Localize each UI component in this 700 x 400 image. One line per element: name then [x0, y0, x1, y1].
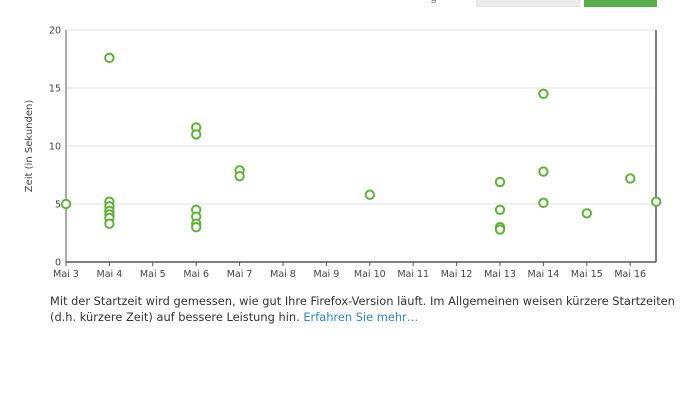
- x-tick-label: Mai 4: [97, 269, 123, 280]
- y-tick-label: 15: [49, 84, 61, 95]
- data-point: [494, 204, 506, 216]
- data-point: [191, 129, 202, 140]
- x-tick-label: Mai 14: [528, 269, 560, 280]
- x-tick-label: Mai 8: [270, 269, 296, 280]
- top-toolbar: g: [0, 0, 700, 8]
- partial-label: g: [430, 0, 437, 4]
- data-point: [538, 197, 549, 209]
- x-tick-label: Mai 10: [354, 269, 386, 280]
- startup-time-chart: 0 5 10 15 20 Mai 3 Mai 4 Mai 5 Mai 6 Mai 7 Mai 8 Ma…: [24, 26, 662, 280]
- data-point: [60, 198, 72, 210]
- x-tick-label: Mai 5: [140, 269, 166, 280]
- data-point: [625, 173, 636, 184]
- data-point: [494, 176, 506, 188]
- secondary-button[interactable]: [476, 0, 580, 7]
- data-point: [494, 224, 506, 235]
- x-tick-label: Mai 9: [314, 269, 340, 280]
- y-tick-label: 5: [55, 200, 61, 211]
- x-tick-label: Mai 6: [183, 269, 209, 280]
- x-tick-label: Mai 13: [484, 269, 516, 280]
- description-text: Mit der Startzeit wird gemessen, wie gut…: [50, 294, 675, 324]
- y-tick-label: 20: [49, 26, 61, 37]
- y-tick-label: 0: [55, 258, 61, 269]
- chart-svg: 0 5 10 15 20 Mai 3 Mai 4 Mai 5 Mai 6 Mai 7 Mai 8 Ma…: [24, 26, 662, 280]
- learn-more-link[interactable]: Erfahren Sie mehr…: [303, 309, 419, 324]
- x-tick-label: Mai 11: [397, 269, 429, 280]
- data-point: [581, 208, 592, 219]
- data-point: [104, 52, 115, 64]
- data-point: [104, 218, 115, 229]
- x-tick-label: Mai 16: [614, 269, 646, 280]
- data-point: [538, 166, 549, 177]
- data-point: [651, 196, 662, 207]
- chart-description: Mit der Startzeit wird gemessen, wie gut…: [50, 294, 680, 325]
- data-point: [364, 189, 375, 200]
- data-point: [538, 88, 549, 100]
- y-tick-label: 10: [49, 142, 61, 153]
- x-tick-label: Mai 15: [571, 269, 603, 280]
- y-axis-label: Zeit (in Sekunden): [24, 100, 35, 193]
- data-point: [234, 170, 245, 182]
- x-tick-label: Mai 12: [441, 269, 473, 280]
- x-tick-label: Mai 3: [53, 269, 79, 280]
- primary-button[interactable]: [584, 0, 657, 7]
- x-tick-label: Mai 7: [227, 269, 253, 280]
- data-point: [191, 222, 202, 233]
